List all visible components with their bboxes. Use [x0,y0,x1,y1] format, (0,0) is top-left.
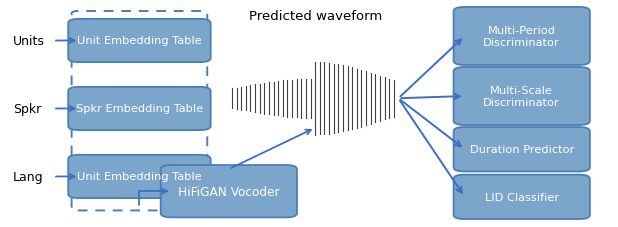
FancyBboxPatch shape [161,165,297,217]
Text: Lang: Lang [13,170,44,183]
Text: Unit Embedding Table: Unit Embedding Table [77,172,201,182]
Text: Predicted waveform: Predicted waveform [248,10,382,23]
FancyBboxPatch shape [68,155,211,198]
Text: Multi-Scale
Discriminator: Multi-Scale Discriminator [483,86,560,107]
FancyBboxPatch shape [454,8,590,66]
Text: Units: Units [13,35,45,48]
FancyBboxPatch shape [68,87,211,131]
Text: Unit Embedding Table: Unit Embedding Table [77,36,201,46]
FancyBboxPatch shape [68,20,211,63]
Text: Multi-Period
Discriminator: Multi-Period Discriminator [483,26,560,47]
Text: Spkr Embedding Table: Spkr Embedding Table [76,104,203,114]
FancyBboxPatch shape [454,175,590,219]
Text: Spkr: Spkr [13,103,41,116]
FancyBboxPatch shape [454,128,590,172]
Text: LID Classifier: LID Classifier [485,192,559,202]
FancyBboxPatch shape [454,68,590,126]
Text: Duration Predictor: Duration Predictor [470,145,574,155]
Text: HiFiGAN Vocoder: HiFiGAN Vocoder [178,185,279,198]
